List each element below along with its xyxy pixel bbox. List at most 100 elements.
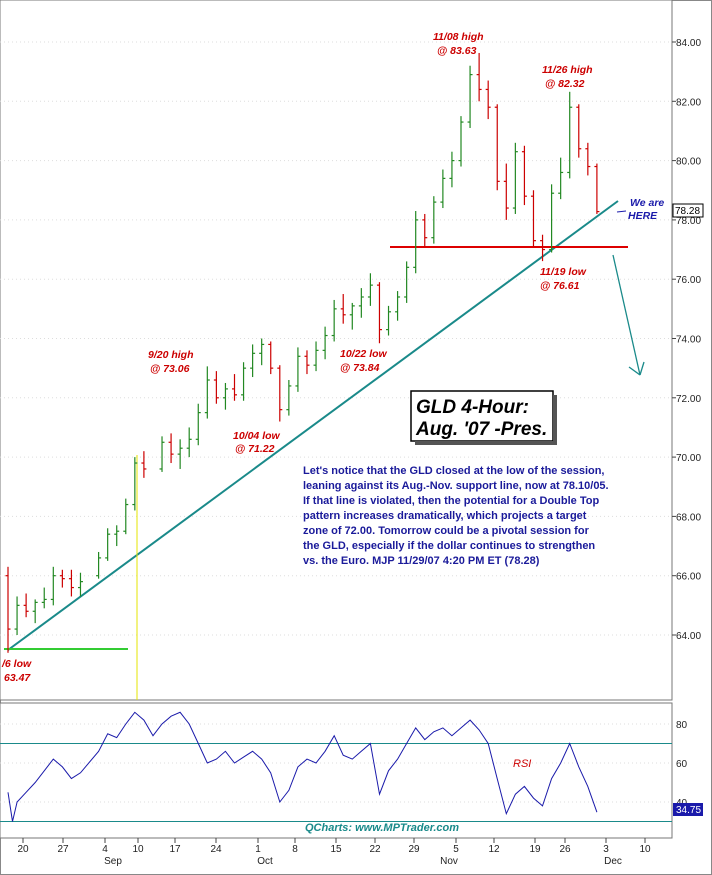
price-bar	[458, 116, 464, 167]
x-month-label: Oct	[257, 856, 273, 867]
price-bar	[14, 596, 20, 635]
price-bar	[476, 52, 482, 102]
x-tick-label: 3	[603, 844, 609, 855]
price-bar	[313, 341, 319, 372]
price-bar	[68, 569, 74, 597]
price-bar	[195, 403, 201, 446]
price-bar	[503, 163, 509, 220]
chart-title: GLD 4-Hour:	[416, 397, 529, 418]
price-bar	[467, 65, 473, 128]
x-tick-label: 19	[529, 844, 541, 855]
rsi-pane	[0, 702, 673, 839]
rsi-grid	[0, 723, 672, 822]
annotation-oct22-low: 10/22 low @ 73.84	[340, 348, 388, 374]
annotation-nov26-high: 11/26 high @ 82.32	[542, 64, 593, 90]
price-tick-label: 66.00	[676, 572, 701, 583]
x-axis: 20 27 4 10 17 24 1 8 15 22 29 5 12 19 26 3 10 Sep Oct Nov De…	[17, 838, 651, 867]
price-tick-label: 68.00	[676, 512, 701, 523]
svg-text:11/19 low: 11/19 low	[540, 266, 587, 278]
we-are-here-label: We are HERE	[616, 197, 664, 222]
price-bar	[558, 157, 564, 200]
x-tick-label: 29	[408, 844, 420, 855]
svg-text:@ 73.06: @ 73.06	[150, 363, 190, 375]
price-bar	[168, 433, 174, 464]
price-bar	[268, 341, 274, 375]
price-bar	[331, 299, 337, 342]
price-bar	[59, 569, 65, 588]
price-bar	[32, 599, 38, 624]
svg-text:63.47: 63.47	[4, 672, 31, 684]
svg-text:leaning against its Aug.-Nov.: leaning against its Aug.-Nov. support li…	[303, 480, 609, 492]
price-bar	[132, 457, 138, 511]
x-tick-label: 10	[132, 844, 144, 855]
price-bar	[277, 365, 283, 422]
price-bar	[322, 326, 328, 360]
price-tick-label: 64.00	[676, 631, 701, 642]
price-bar	[232, 374, 237, 401]
svg-text:@ 83.63: @ 83.63	[437, 45, 477, 57]
price-bar	[512, 142, 518, 214]
price-bar	[295, 347, 301, 392]
svg-text:@ 73.84: @ 73.84	[340, 362, 380, 374]
svg-text:pattern increases dramatically: pattern increases dramatically, which pr…	[303, 510, 587, 522]
annotation-nov19-low: 11/19 low @ 76.61	[540, 266, 587, 292]
annotation-aug16-low: /6 low 63.47	[1, 658, 32, 684]
svg-text:vs. the Euro. MJP 11/29/07: vs. the Euro. MJP 11/29/07 4:20 PM ET (7…	[303, 555, 540, 567]
svg-text:10/04 low: 10/04 low	[233, 430, 281, 442]
price-bar	[404, 261, 410, 303]
price-bar	[241, 362, 247, 401]
rsi-tick-label: 80	[676, 720, 688, 731]
svg-text:11/08 high: 11/08 high	[433, 31, 484, 43]
price-bar	[449, 151, 455, 188]
price-bar	[5, 566, 11, 653]
price-bar	[358, 288, 364, 318]
x-month-label: Sep	[104, 856, 122, 867]
rsi-label: RSI	[513, 758, 531, 770]
svg-text:We are: We are	[630, 197, 664, 209]
svg-text:78.28: 78.28	[675, 206, 700, 217]
price-tick-label: 84.00	[676, 38, 701, 49]
price-bar	[204, 366, 210, 419]
price-bar	[413, 211, 419, 274]
price-bar	[530, 190, 536, 247]
price-bar	[304, 350, 310, 375]
price-bar	[386, 305, 392, 336]
price-tick-label: 70.00	[676, 453, 701, 464]
price-grid	[0, 41, 672, 636]
svg-text:HERE: HERE	[628, 210, 658, 222]
last-price-badge: 78.28	[672, 203, 704, 218]
price-tick-label: 82.00	[676, 97, 701, 108]
price-bar	[186, 427, 192, 458]
price-bar	[567, 91, 573, 179]
x-tick-label: 4	[102, 844, 108, 855]
price-bar	[395, 291, 401, 321]
price-bar	[286, 380, 292, 416]
rsi-line	[7, 711, 598, 822]
price-tick-label: 76.00	[676, 275, 701, 286]
x-tick-label: 5	[453, 844, 459, 855]
price-bar	[376, 282, 382, 344]
svg-text:11/26 high: 11/26 high	[542, 64, 593, 76]
price-bars	[5, 52, 600, 653]
price-bar	[222, 382, 228, 410]
price-bar	[177, 439, 183, 469]
price-pane	[0, 0, 673, 701]
price-bar	[23, 593, 29, 618]
price-tick-label: 74.00	[676, 335, 701, 346]
price-bar	[494, 104, 500, 191]
x-month-label: Dec	[604, 856, 622, 867]
x-tick-label: 27	[57, 844, 69, 855]
svg-text:If that line is violated, then: If that line is violated, then the poten…	[303, 495, 599, 507]
price-bar	[422, 213, 428, 247]
price-bar	[114, 525, 120, 547]
x-tick-label: 22	[369, 844, 381, 855]
price-bar	[585, 142, 591, 176]
price-bar	[259, 338, 265, 366]
svg-text:10/22 low: 10/22 low	[340, 348, 388, 360]
x-tick-label: 8	[292, 844, 298, 855]
price-bar	[367, 273, 373, 306]
svg-text:/6 low: /6 low	[1, 658, 32, 670]
price-bar	[485, 80, 491, 120]
svg-text:@ 76.61: @ 76.61	[540, 280, 580, 292]
x-tick-label: 15	[330, 844, 342, 855]
